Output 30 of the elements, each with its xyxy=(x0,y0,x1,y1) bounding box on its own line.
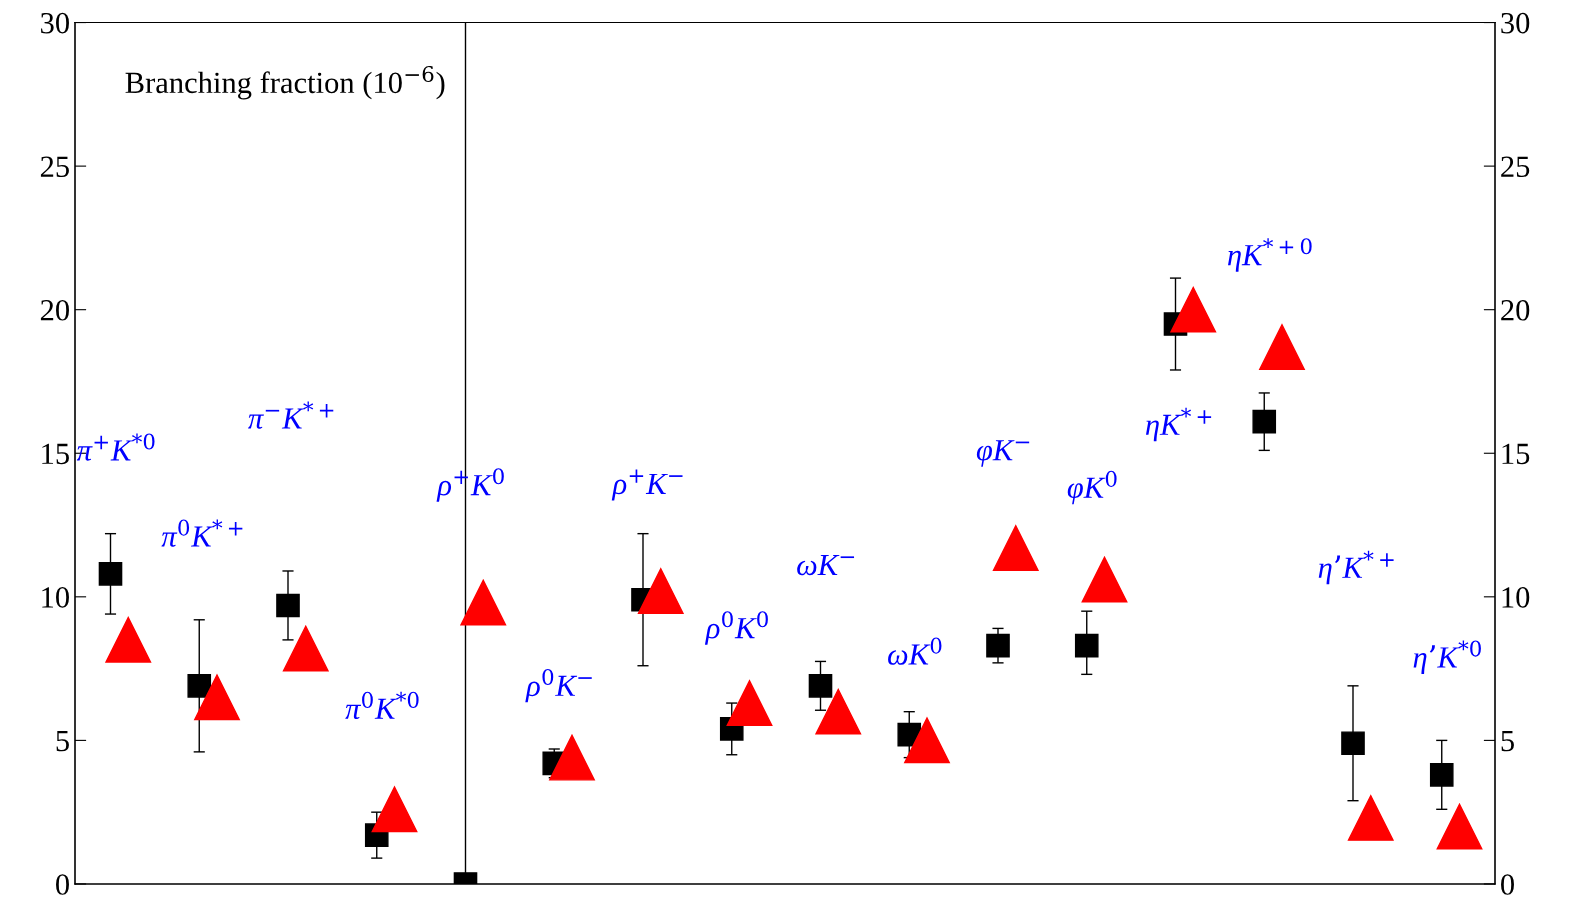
annotation: ωK$^{0}$ xyxy=(888,637,942,665)
annotation: φK$^{0}$ xyxy=(1067,470,1117,505)
y2-tick-label: 5 xyxy=(1501,730,1514,752)
annotation: ρ$^{0}$K$^{−}$ xyxy=(525,668,592,703)
annotation: π$^{0}$K$^{*+}$ xyxy=(161,519,243,547)
annotation: η’K$^{*+}$ xyxy=(1318,550,1394,585)
y-tick-label: 5 xyxy=(56,730,69,752)
annotation: π$^{0}$K$^{*0}$ xyxy=(345,691,419,720)
y2-tick-label: 0 xyxy=(1501,874,1514,895)
annotation: ωK$^{−}$ xyxy=(797,555,855,576)
y-tick-label: 25 xyxy=(40,156,69,178)
annotation: π$^{+}$K$^{*0}$ xyxy=(76,433,155,461)
annotation: ρ$^{+}$K$^{−}$ xyxy=(611,469,683,501)
y2-tick-label: 30 xyxy=(1501,12,1530,34)
y-tick-label: 0 xyxy=(56,874,69,895)
annotation: ηK$^{*+0}$ xyxy=(1228,238,1312,272)
y-tick-label: 10 xyxy=(42,587,69,608)
annotation: π$^{−}$K$^{*+}$ xyxy=(248,401,334,429)
annotation: η’K$^{*0}$ xyxy=(1413,640,1481,674)
y-tick-label: 30 xyxy=(41,12,69,34)
annotation: ηK$^{*+}$ xyxy=(1145,407,1212,442)
y2-tick-label: 10 xyxy=(1502,587,1530,608)
annotation: ρ$^{0}$K$^{0}$ xyxy=(704,611,768,645)
y2-tick-label: 15 xyxy=(1502,443,1530,465)
y-tick-label: 20 xyxy=(40,299,69,321)
y2-tick-label: 25 xyxy=(1501,156,1530,178)
annotation: Branching fraction (10$^{−6}$) xyxy=(125,65,445,100)
y2-tick-label: 20 xyxy=(1501,299,1530,321)
y-tick-label: 15 xyxy=(42,443,69,465)
annotation: φK$^{−}$ xyxy=(976,440,1030,467)
